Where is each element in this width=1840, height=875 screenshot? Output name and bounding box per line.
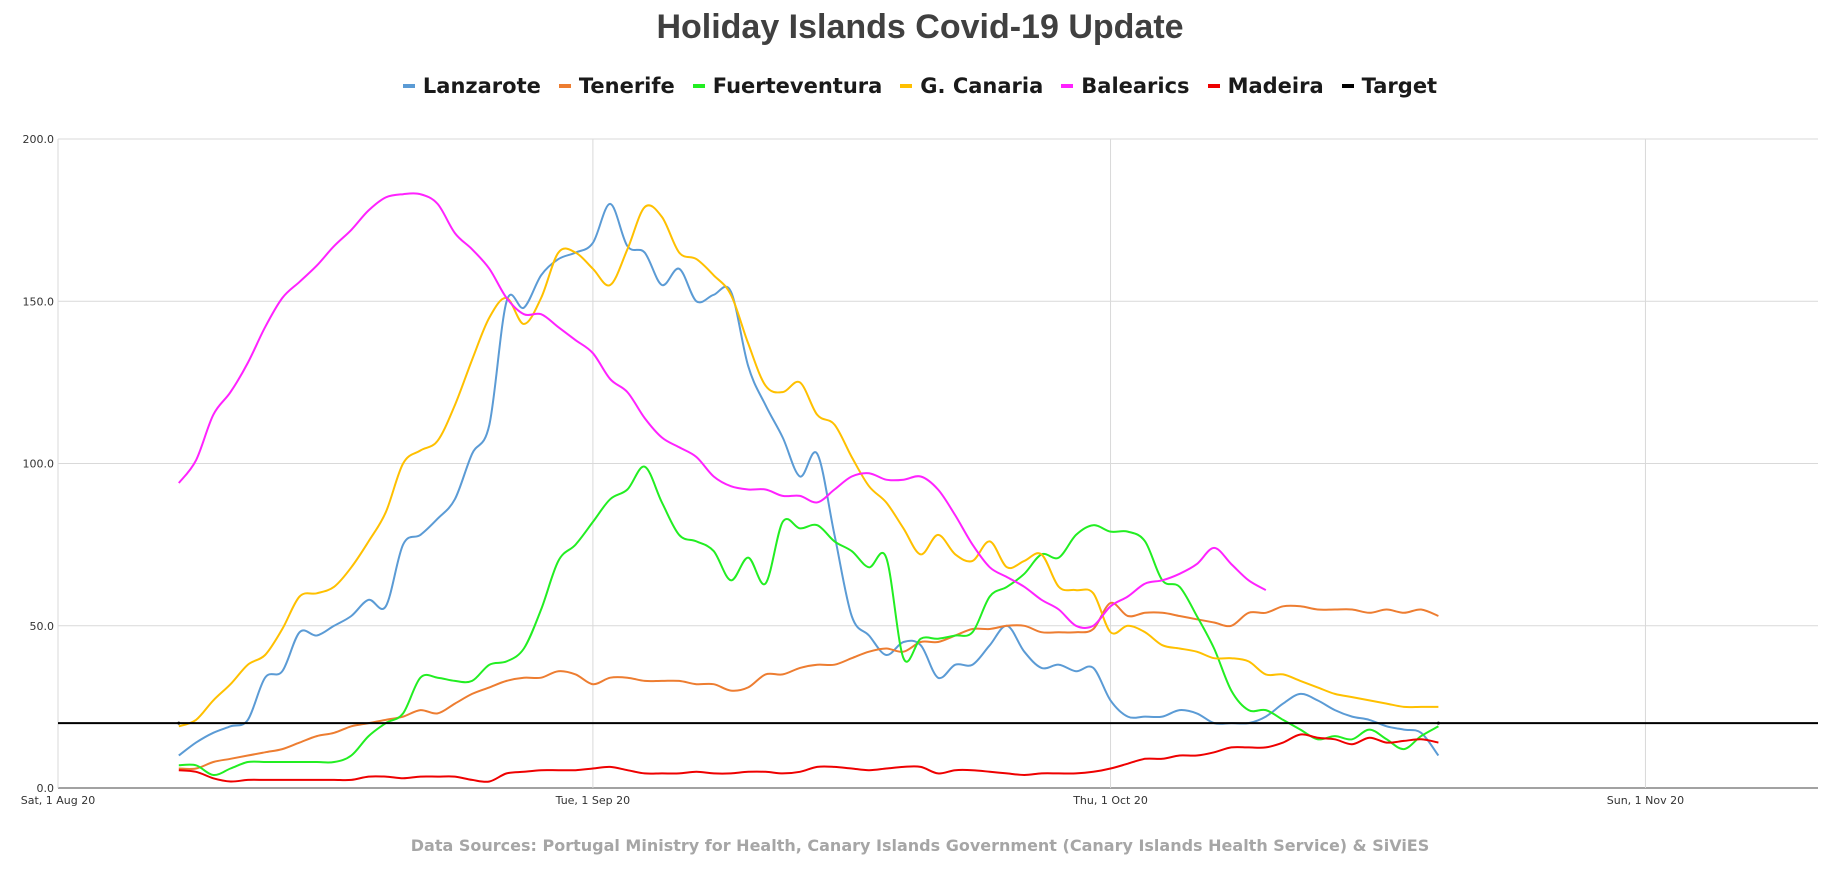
x-tick-label: Thu, 1 Oct 20 xyxy=(1072,794,1148,807)
y-tick-label: 200.0 xyxy=(23,133,55,146)
legend-label-g-canaria: G. Canaria xyxy=(920,74,1044,98)
y-tick-label: 150.0 xyxy=(23,295,55,308)
line-chart: 0.0 50.0 100.0 150.0 200.0 Sat, 1 Aug 20 Tue, … xyxy=(21,133,1818,807)
legend-swatch-balearics xyxy=(1061,84,1074,88)
legend-label-balearics: Balearics xyxy=(1081,74,1190,98)
legend-swatch-lanzarote xyxy=(402,84,415,88)
legend-item-fuerteventura: Fuerteventura xyxy=(692,74,883,98)
legend-label-fuerteventura: Fuerteventura xyxy=(712,74,883,98)
series-line-g-canaria xyxy=(178,204,1439,728)
legend-item-tenerife: Tenerife xyxy=(558,74,675,98)
legend-label-target: Target xyxy=(1361,74,1438,98)
legend-swatch-target xyxy=(1341,84,1354,88)
legend-item-balearics: Balearics xyxy=(1061,74,1190,98)
legend-swatch-g-canaria xyxy=(900,84,913,88)
y-tick-label: 0.0 xyxy=(37,782,55,795)
source-note: Data Sources: Portugal Ministry for Heal… xyxy=(410,836,1430,855)
legend-label-madeira: Madeira xyxy=(1227,74,1324,98)
series-point-target xyxy=(177,721,181,725)
legend-label-tenerife: Tenerife xyxy=(578,74,675,98)
series-line-balearics xyxy=(178,192,1267,630)
series-line-fuerteventura xyxy=(178,465,1439,777)
legend-swatch-madeira xyxy=(1207,84,1220,88)
x-tick-label: Tue, 1 Sep 20 xyxy=(555,794,631,807)
y-tick-label: 100.0 xyxy=(23,458,55,471)
legend-item-lanzarote: Lanzarote xyxy=(402,74,541,98)
legend-swatch-fuerteventura xyxy=(692,84,705,88)
x-tick-label: Sun, 1 Nov 20 xyxy=(1607,794,1684,807)
legend-swatch-tenerife xyxy=(558,84,571,88)
series-line-madeira xyxy=(178,733,1439,783)
series-line-lanzarote xyxy=(178,202,1440,757)
series-point-target xyxy=(1436,721,1440,725)
legend: Lanzarote Tenerife Fuerteventura G. Canaria… xyxy=(0,74,1840,98)
chart-title: Holiday Islands Covid-19 Update xyxy=(656,8,1184,46)
legend-item-madeira: Madeira xyxy=(1207,74,1324,98)
legend-item-g-canaria: G. Canaria xyxy=(900,74,1043,98)
legend-item-target: Target xyxy=(1341,74,1438,98)
y-tick-label: 50.0 xyxy=(30,620,55,633)
x-tick-label: Sat, 1 Aug 20 xyxy=(21,794,96,807)
legend-label-lanzarote: Lanzarote xyxy=(422,74,541,98)
series-line-tenerife xyxy=(178,601,1439,770)
